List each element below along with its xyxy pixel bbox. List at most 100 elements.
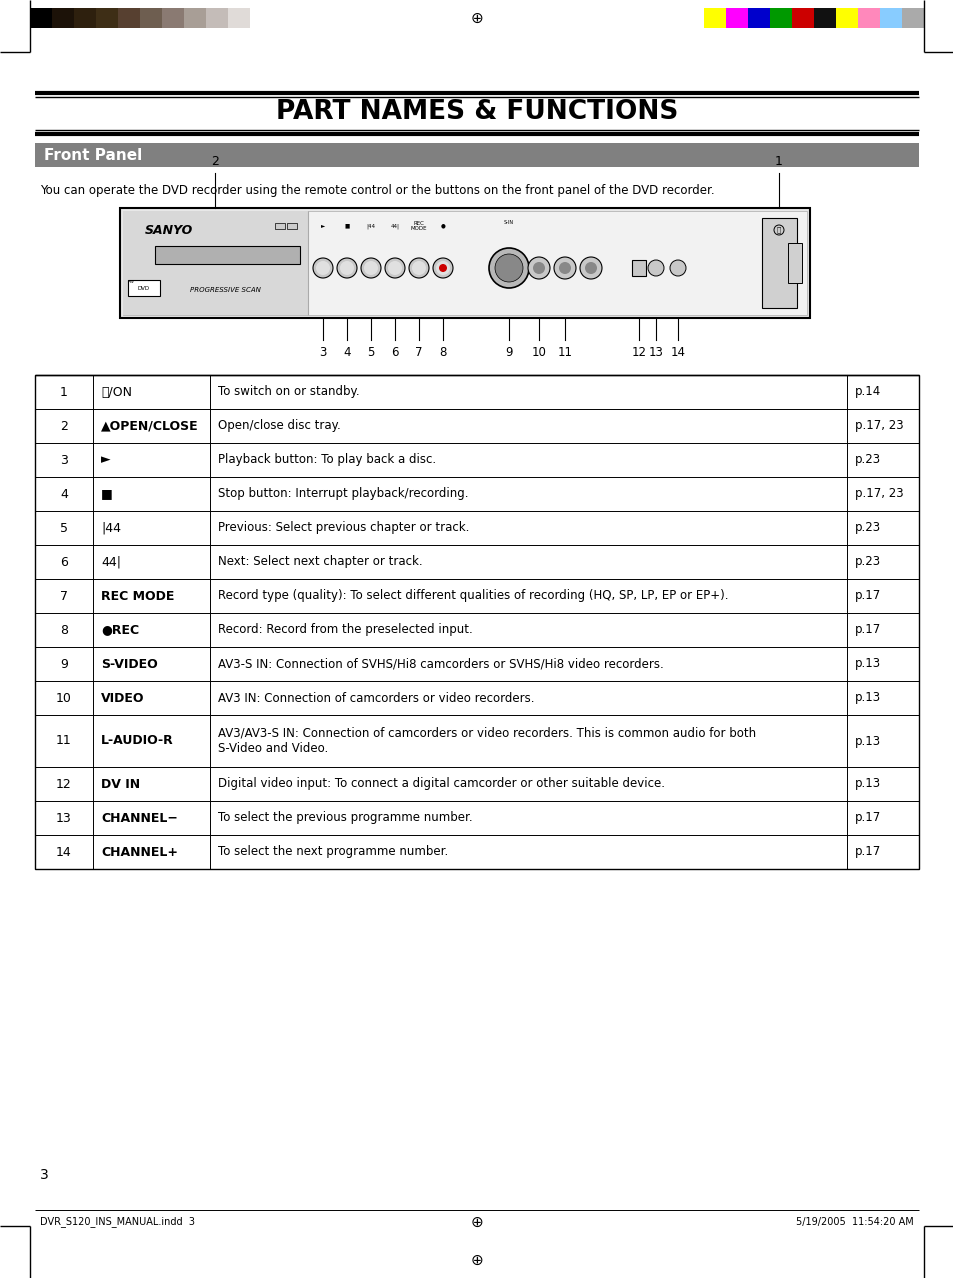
Text: 7: 7 xyxy=(415,346,422,359)
Bar xyxy=(901,8,923,28)
Text: 13: 13 xyxy=(648,346,662,359)
Circle shape xyxy=(438,265,447,272)
Text: ⊕: ⊕ xyxy=(470,1214,483,1229)
Text: Next: Select next chapter or track.: Next: Select next chapter or track. xyxy=(218,556,422,569)
Text: PROGRESSIVE SCAN: PROGRESSIVE SCAN xyxy=(190,288,260,293)
Text: 44|: 44| xyxy=(101,556,121,569)
Circle shape xyxy=(533,262,544,273)
Text: 5: 5 xyxy=(60,521,68,534)
Bar xyxy=(35,143,918,167)
Text: |44: |44 xyxy=(366,224,375,229)
Bar xyxy=(250,8,272,28)
Text: To select the previous programme number.: To select the previous programme number. xyxy=(218,812,472,824)
Bar xyxy=(96,8,118,28)
Text: 2: 2 xyxy=(211,155,218,167)
Bar xyxy=(228,8,250,28)
Bar xyxy=(761,219,796,308)
Text: AV3-S IN: Connection of SVHS/Hi8 camcorders or SVHS/Hi8 video recorders.: AV3-S IN: Connection of SVHS/Hi8 camcord… xyxy=(218,657,663,671)
Circle shape xyxy=(315,261,330,275)
Text: ⊕: ⊕ xyxy=(470,1252,483,1268)
Text: p.17, 23: p.17, 23 xyxy=(854,419,902,432)
Text: 3: 3 xyxy=(40,1168,49,1182)
Text: 6: 6 xyxy=(391,346,398,359)
Text: 2: 2 xyxy=(60,419,68,432)
Circle shape xyxy=(773,225,783,235)
Text: ⏻/ON: ⏻/ON xyxy=(101,386,132,399)
Text: p.17, 23: p.17, 23 xyxy=(854,487,902,501)
Bar xyxy=(118,8,140,28)
Circle shape xyxy=(364,261,377,275)
Text: 11: 11 xyxy=(557,346,572,359)
Text: RW: RW xyxy=(128,280,134,284)
Text: Front Panel: Front Panel xyxy=(44,147,142,162)
Text: To select the next programme number.: To select the next programme number. xyxy=(218,846,448,859)
Text: AV3/AV3-S IN: Connection of camcorders or video recorders. This is common audio : AV3/AV3-S IN: Connection of camcorders o… xyxy=(218,727,756,755)
Circle shape xyxy=(313,258,333,279)
Text: 14: 14 xyxy=(56,846,71,859)
Text: DVD: DVD xyxy=(138,285,150,290)
Circle shape xyxy=(579,257,601,279)
Circle shape xyxy=(412,261,426,275)
Text: You can operate the DVD recorder using the remote control or the buttons on the : You can operate the DVD recorder using t… xyxy=(40,184,714,197)
Text: 12: 12 xyxy=(631,346,646,359)
Text: 44|: 44| xyxy=(390,224,399,229)
Text: p.17: p.17 xyxy=(854,846,881,859)
Text: Playback button: To play back a disc.: Playback button: To play back a disc. xyxy=(218,454,436,466)
Text: p.14: p.14 xyxy=(854,386,881,399)
Text: p.17: p.17 xyxy=(854,624,881,636)
Bar xyxy=(184,8,206,28)
Text: p.17: p.17 xyxy=(854,589,881,602)
Text: SANYO: SANYO xyxy=(145,224,193,236)
Text: ⏻: ⏻ xyxy=(776,226,781,234)
Text: p.13: p.13 xyxy=(854,777,881,791)
Text: p.23: p.23 xyxy=(854,521,881,534)
Circle shape xyxy=(558,262,571,273)
Circle shape xyxy=(554,257,576,279)
Text: 3: 3 xyxy=(60,454,68,466)
Text: 8: 8 xyxy=(60,624,68,636)
Bar xyxy=(30,8,52,28)
Text: ●REC: ●REC xyxy=(101,624,139,636)
Text: 9: 9 xyxy=(505,346,512,359)
Text: Stop button: Interrupt playback/recording.: Stop button: Interrupt playback/recordin… xyxy=(218,487,468,501)
Text: p.13: p.13 xyxy=(854,691,881,704)
Bar xyxy=(879,8,901,28)
Text: 4: 4 xyxy=(60,487,68,501)
Text: PART NAMES & FUNCTIONS: PART NAMES & FUNCTIONS xyxy=(275,98,678,125)
Text: ■: ■ xyxy=(101,487,112,501)
Text: ■: ■ xyxy=(344,224,349,229)
Text: Open/close disc tray.: Open/close disc tray. xyxy=(218,419,340,432)
Text: 13: 13 xyxy=(56,812,71,824)
Bar xyxy=(857,8,879,28)
Text: 11: 11 xyxy=(56,735,71,748)
Text: 5/19/2005  11:54:20 AM: 5/19/2005 11:54:20 AM xyxy=(796,1217,913,1227)
Text: Previous: Select previous chapter or track.: Previous: Select previous chapter or tra… xyxy=(218,521,469,534)
Circle shape xyxy=(336,258,356,279)
Bar xyxy=(120,208,809,318)
Bar xyxy=(74,8,96,28)
Text: 3: 3 xyxy=(319,346,326,359)
Text: ●: ● xyxy=(440,224,445,229)
Text: L-AUDIO-R: L-AUDIO-R xyxy=(101,735,173,748)
Bar xyxy=(287,222,296,229)
Text: 10: 10 xyxy=(531,346,546,359)
Circle shape xyxy=(339,261,354,275)
Circle shape xyxy=(584,262,597,273)
Text: p.23: p.23 xyxy=(854,454,881,466)
Text: 12: 12 xyxy=(56,777,71,791)
Circle shape xyxy=(433,258,453,279)
Text: DVR_S120_INS_MANUAL.indd  3: DVR_S120_INS_MANUAL.indd 3 xyxy=(40,1217,194,1227)
Bar xyxy=(631,259,645,276)
Bar xyxy=(791,8,813,28)
Bar xyxy=(274,222,285,229)
Text: Record: Record from the preselected input.: Record: Record from the preselected inpu… xyxy=(218,624,473,636)
Text: p.23: p.23 xyxy=(854,556,881,569)
Text: 14: 14 xyxy=(670,346,685,359)
Text: S-IN: S-IN xyxy=(503,220,514,225)
Circle shape xyxy=(436,261,450,275)
Bar xyxy=(813,8,835,28)
Text: Record type (quality): To select different qualities of recording (HQ, SP, LP, E: Record type (quality): To select differe… xyxy=(218,589,728,602)
Bar xyxy=(123,211,806,314)
Text: REC MODE: REC MODE xyxy=(101,589,174,602)
Text: REC
MODE: REC MODE xyxy=(411,221,427,231)
